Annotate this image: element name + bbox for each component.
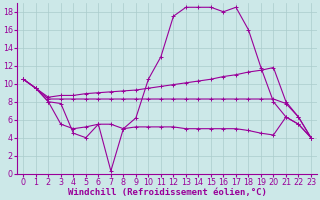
X-axis label: Windchill (Refroidissement éolien,°C): Windchill (Refroidissement éolien,°C) bbox=[68, 188, 267, 197]
